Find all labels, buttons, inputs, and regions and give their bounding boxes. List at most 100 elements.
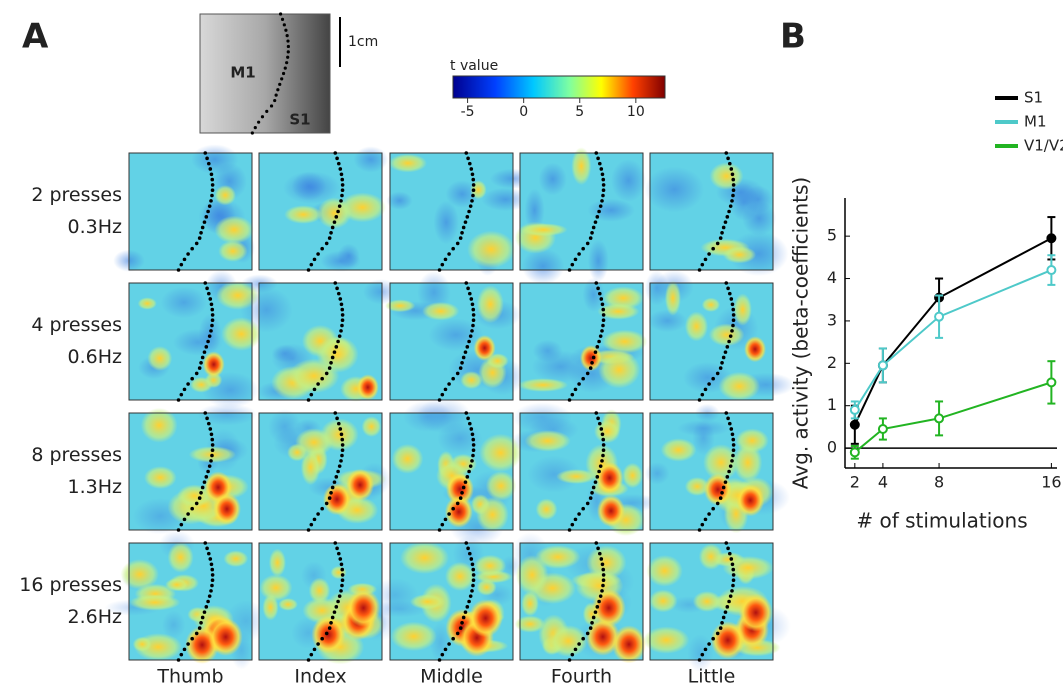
heatmap-blob [311,616,345,654]
boundary-dot [328,366,332,370]
boundary-dot [286,34,289,37]
line-chart: 01234524816# of stimulationsAvg. activit… [789,89,1063,533]
boundary-dot [462,616,466,620]
boundary-dot [730,589,734,593]
boundary-dot [211,573,215,577]
boundary-dot [333,541,337,545]
boundary-dot [199,491,203,495]
boundary-dot [719,366,723,370]
x-tick-label: 4 [878,473,888,492]
colorbar-label: t value [450,58,498,74]
column-label: Thumb [156,666,223,688]
boundary-dot [571,393,575,397]
boundary-dot [466,345,470,349]
boundary-dot [286,39,289,42]
boundary-dot [316,512,320,516]
boundary-dot [211,188,215,192]
boundary-dot [701,653,705,657]
boundary-dot [471,302,475,306]
boundary-dot [472,188,476,192]
boundary-dot [589,496,593,500]
boundary-dot [340,438,344,442]
boundary-dot [729,557,733,561]
boundary-dot [341,443,345,447]
boundary-dot [720,231,724,235]
heatmap-blob [357,374,379,400]
boundary-dot [284,29,287,32]
point [879,361,887,369]
boundary-dot [720,361,724,365]
boundary-dot [257,121,260,124]
boundary-dot [447,642,451,646]
boundary-dot [180,393,184,397]
heatmap-blob [710,162,744,190]
boundary-dot [711,507,715,511]
heatmap-blob [214,216,253,244]
boundary-dot [469,464,473,468]
boundary-dot [270,104,273,107]
heatmap-blob [598,351,640,388]
boundary-dot [601,178,605,182]
boundary-dot [704,388,708,392]
boundary-dot [462,226,466,230]
boundary-dot [205,417,209,421]
boundary-dot [701,393,705,397]
boundary-dot [278,83,281,86]
boundary-dot [600,459,604,463]
heatmap [510,402,661,536]
heatmap-blob [549,625,588,657]
boundary-dot [333,411,337,415]
boundary-dot [724,480,728,484]
heatmap-blob [513,402,572,432]
boundary-dot [601,568,605,572]
boundary-dot [466,417,470,421]
boundary-dot [731,562,735,566]
y-tick-label: 3 [827,310,837,329]
heatmap-blob [161,287,208,319]
boundary-dot [329,231,333,235]
boundary-dot [451,377,455,381]
row-label: 0.3Hz [68,216,123,238]
heatmap [645,151,789,276]
boundary-dot [466,605,470,609]
boundary-dot [568,268,572,272]
y-tick-label: 5 [827,226,837,245]
heatmap-blob [346,469,374,501]
boundary-dot [726,157,730,161]
boundary-dot [325,502,329,506]
boundary-dot [451,507,455,511]
boundary-dot [601,454,605,458]
boundary-dot [210,308,214,312]
row-label: 0.6Hz [68,346,123,368]
boundary-dot [602,448,606,452]
boundary-dot [210,194,214,198]
heatmap-blob [723,246,756,263]
boundary-dot [598,292,602,296]
boundary-dot [471,172,475,176]
boundary-dot [210,172,214,176]
x-tick-label: 8 [934,473,944,492]
boundary-dot [341,183,345,187]
boundary-dot [203,220,207,224]
boundary-dot [441,523,445,527]
boundary-dot [206,470,210,474]
boundary-dot [602,313,606,317]
heatmap-blob [292,172,327,201]
heatmap-blob [612,625,646,663]
boundary-dot [719,236,723,240]
heatmap-blob [474,335,496,361]
boundary-dot [711,377,715,381]
boundary-dot [441,393,445,397]
boundary-dot [337,552,341,556]
boundary-dot [335,287,339,291]
boundary-dot [472,183,476,187]
boundary-dot [470,459,474,463]
heatmap-blob [474,555,506,577]
boundary-dot [724,411,728,415]
colorbar-tick-label: 5 [575,104,584,120]
boundary-dot [599,557,603,561]
boundary-dot [329,621,333,625]
boundary-dot [208,204,212,208]
legend-label: V1/V2 [1024,137,1063,155]
boundary-dot [339,329,343,333]
